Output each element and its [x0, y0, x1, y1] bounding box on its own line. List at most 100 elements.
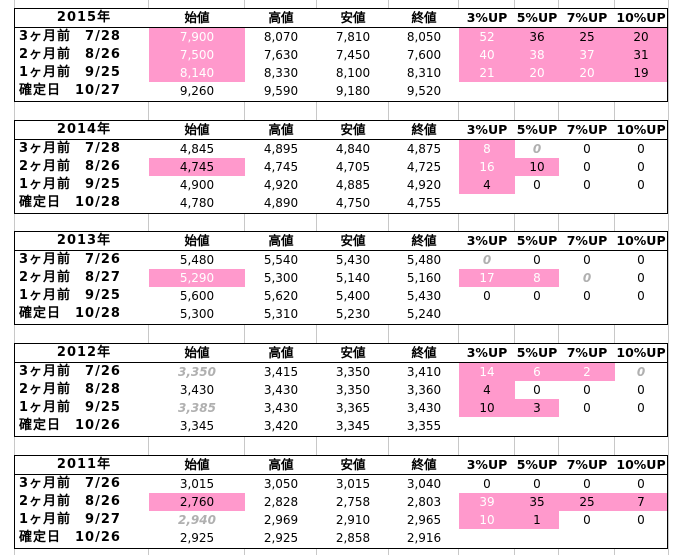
- cell-low[interactable]: 4,750: [335, 196, 371, 210]
- header-open[interactable]: 始値: [184, 233, 210, 248]
- cell-3pct[interactable]: 40: [459, 46, 515, 64]
- cell-3pct[interactable]: 17: [459, 269, 515, 287]
- cell-high[interactable]: 4,920: [263, 178, 299, 192]
- cell-7pct[interactable]: 25: [559, 493, 615, 511]
- cell-5pct[interactable]: 0: [533, 477, 541, 491]
- cell-close[interactable]: 4,725: [406, 160, 442, 174]
- cell-high[interactable]: 2,828: [263, 495, 299, 509]
- cell-open[interactable]: 7,900: [149, 28, 245, 46]
- header-5pct-up[interactable]: 5%UP: [516, 457, 558, 472]
- cell-low[interactable]: 3,350: [335, 365, 371, 379]
- cell-close[interactable]: 3,040: [406, 477, 442, 491]
- cell-low[interactable]: 9,180: [335, 84, 371, 98]
- header-low[interactable]: 安値: [340, 122, 366, 137]
- cell-low[interactable]: 4,705: [335, 160, 371, 174]
- cell-5pct[interactable]: 10: [515, 158, 559, 176]
- row-label[interactable]: 2ヶ月前 8/27: [19, 270, 121, 285]
- row-label[interactable]: 1ヶ月前 9/27: [19, 512, 121, 527]
- header-7pct-up[interactable]: 7%UP: [566, 10, 608, 25]
- cell-high[interactable]: 5,620: [263, 289, 299, 303]
- header-5pct-up[interactable]: 5%UP: [516, 122, 558, 137]
- cell-open[interactable]: 4,900: [179, 178, 215, 192]
- cell-low[interactable]: 5,400: [335, 289, 371, 303]
- cell-3pct[interactable]: 52: [459, 28, 515, 46]
- cell-10pct[interactable]: 31: [615, 46, 667, 64]
- cell-high[interactable]: 3,420: [263, 419, 299, 433]
- cell-10pct[interactable]: 20: [615, 28, 667, 46]
- cell-close[interactable]: 8,050: [406, 30, 442, 44]
- header-10pct-up[interactable]: 10%UP: [616, 233, 666, 248]
- cell-close[interactable]: 3,430: [406, 401, 442, 415]
- cell-3pct[interactable]: 0: [483, 289, 491, 303]
- cell-low[interactable]: 3,345: [335, 419, 371, 433]
- cell-3pct[interactable]: 14: [459, 363, 515, 381]
- cell-10pct[interactable]: 19: [615, 64, 667, 82]
- cell-high[interactable]: 8,070: [263, 30, 299, 44]
- cell-5pct[interactable]: 0: [532, 142, 542, 156]
- cell-3pct[interactable]: 4: [459, 176, 515, 194]
- cell-5pct[interactable]: 0: [533, 289, 541, 303]
- cell-open[interactable]: 3,350: [178, 365, 216, 379]
- header-high[interactable]: 高値: [268, 345, 294, 360]
- cell-close[interactable]: 4,875: [406, 142, 442, 156]
- cell-close[interactable]: 2,965: [406, 513, 442, 527]
- cell-10pct[interactable]: 0: [637, 513, 645, 527]
- cell-10pct[interactable]: 0: [637, 253, 645, 267]
- cell-3pct[interactable]: 10: [459, 511, 515, 529]
- header-3pct-up[interactable]: 3%UP: [466, 122, 508, 137]
- cell-close[interactable]: 7,600: [406, 48, 442, 62]
- cell-5pct[interactable]: 0: [533, 178, 541, 192]
- cell-low[interactable]: 2,858: [335, 531, 371, 545]
- cell-close[interactable]: 4,920: [406, 178, 442, 192]
- cell-low[interactable]: 5,230: [335, 307, 371, 321]
- cell-10pct[interactable]: 0: [637, 142, 645, 156]
- cell-open[interactable]: 8,140: [149, 64, 245, 82]
- cell-close[interactable]: 2,916: [406, 531, 442, 545]
- cell-close[interactable]: 3,410: [406, 365, 442, 379]
- cell-7pct[interactable]: 0: [583, 160, 591, 174]
- cell-low[interactable]: 2,910: [335, 513, 371, 527]
- cell-5pct[interactable]: 0: [533, 383, 541, 397]
- cell-7pct[interactable]: 0: [583, 513, 591, 527]
- row-label[interactable]: 2ヶ月前 8/26: [19, 47, 121, 62]
- cell-open[interactable]: 5,600: [179, 289, 215, 303]
- cell-low[interactable]: 5,430: [335, 253, 371, 267]
- cell-high[interactable]: 4,895: [263, 142, 299, 156]
- cell-7pct[interactable]: 0: [583, 401, 591, 415]
- cell-high[interactable]: 3,050: [263, 477, 299, 491]
- header-close[interactable]: 終値: [411, 122, 437, 137]
- cell-5pct[interactable]: 6: [515, 363, 559, 381]
- cell-open[interactable]: 3,345: [179, 419, 215, 433]
- cell-3pct[interactable]: 8: [459, 140, 515, 158]
- cell-high[interactable]: 5,310: [263, 307, 299, 321]
- cell-5pct[interactable]: 0: [533, 253, 541, 267]
- cell-low[interactable]: 8,100: [335, 66, 371, 80]
- cell-high[interactable]: 8,330: [263, 66, 299, 80]
- row-label[interactable]: 1ヶ月前 9/25: [19, 177, 121, 192]
- cell-open[interactable]: 3,385: [178, 401, 216, 415]
- cell-close[interactable]: 2,803: [406, 495, 442, 509]
- header-low[interactable]: 安値: [340, 345, 366, 360]
- header-10pct-up[interactable]: 10%UP: [616, 457, 666, 472]
- header-close[interactable]: 終値: [411, 457, 437, 472]
- cell-10pct[interactable]: 0: [637, 383, 645, 397]
- header-7pct-up[interactable]: 7%UP: [566, 122, 608, 137]
- cell-high[interactable]: 2,925: [263, 531, 299, 545]
- header-close[interactable]: 終値: [411, 10, 437, 25]
- year-label[interactable]: 2013年: [56, 233, 112, 248]
- cell-high[interactable]: 5,300: [263, 271, 299, 285]
- cell-high[interactable]: 3,430: [263, 401, 299, 415]
- cell-3pct[interactable]: 16: [459, 158, 515, 176]
- cell-open[interactable]: 9,260: [179, 84, 215, 98]
- row-label[interactable]: 確定日 10/28: [19, 306, 121, 321]
- cell-7pct[interactable]: 0: [583, 178, 591, 192]
- cell-close[interactable]: 5,160: [406, 271, 442, 285]
- header-low[interactable]: 安値: [340, 233, 366, 248]
- cell-10pct[interactable]: 0: [637, 160, 645, 174]
- cell-5pct[interactable]: 3: [515, 399, 559, 417]
- cell-7pct[interactable]: 0: [583, 477, 591, 491]
- row-label[interactable]: 確定日 10/26: [19, 418, 121, 433]
- year-label[interactable]: 2012年: [56, 345, 112, 360]
- row-label[interactable]: 確定日 10/27: [19, 83, 121, 98]
- year-label[interactable]: 2015年: [56, 10, 112, 25]
